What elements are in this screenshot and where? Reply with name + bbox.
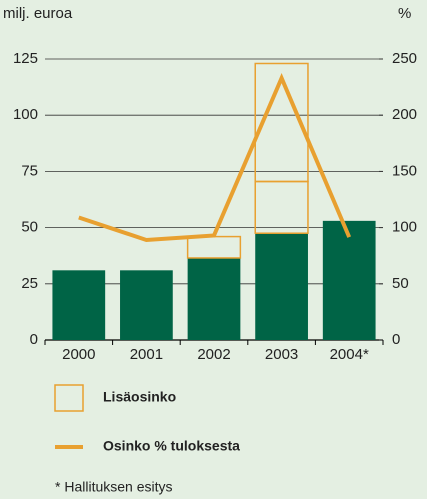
y-tick-label: 50 [21, 219, 38, 236]
y-tick-label: 100 [13, 106, 38, 123]
y2-tick-label: 50 [392, 275, 409, 292]
y-tick-label: 125 [13, 50, 38, 67]
y2-tick-label: 200 [392, 106, 417, 123]
y-tick-label: 25 [21, 275, 38, 292]
bar-segment [255, 233, 308, 340]
footnote: * Hallituksen esitys [55, 479, 173, 495]
legend-label: Osinko % tuloksesta [103, 438, 240, 454]
y-tick-label: 75 [21, 162, 38, 179]
y-axis-label: milj. euroa [3, 5, 73, 22]
bar-segment [186, 235, 242, 259]
y2-tick-label: 100 [392, 219, 417, 236]
bar-segment [120, 270, 173, 340]
bar-segment [52, 270, 106, 340]
y2-axis-label: % [398, 5, 411, 22]
y2-tick-label: 250 [392, 50, 417, 67]
bar-segment [322, 220, 376, 340]
x-tick-label: 2004* [330, 346, 369, 363]
x-tick-label: 2001 [130, 346, 163, 363]
bar-segment [187, 257, 241, 340]
bar-segment [254, 180, 309, 234]
x-tick-label: 2003 [265, 346, 298, 363]
x-tick-label: 2002 [197, 346, 230, 363]
y-tick-label: 0 [30, 331, 38, 348]
y2-tick-label: 150 [392, 162, 417, 179]
legend-swatch [54, 384, 84, 412]
y2-tick-label: 0 [392, 331, 400, 348]
legend-label: Lisäosinko [103, 389, 176, 405]
x-tick-label: 2000 [62, 346, 95, 363]
bar-segment [254, 62, 309, 183]
line-series [78, 73, 352, 242]
